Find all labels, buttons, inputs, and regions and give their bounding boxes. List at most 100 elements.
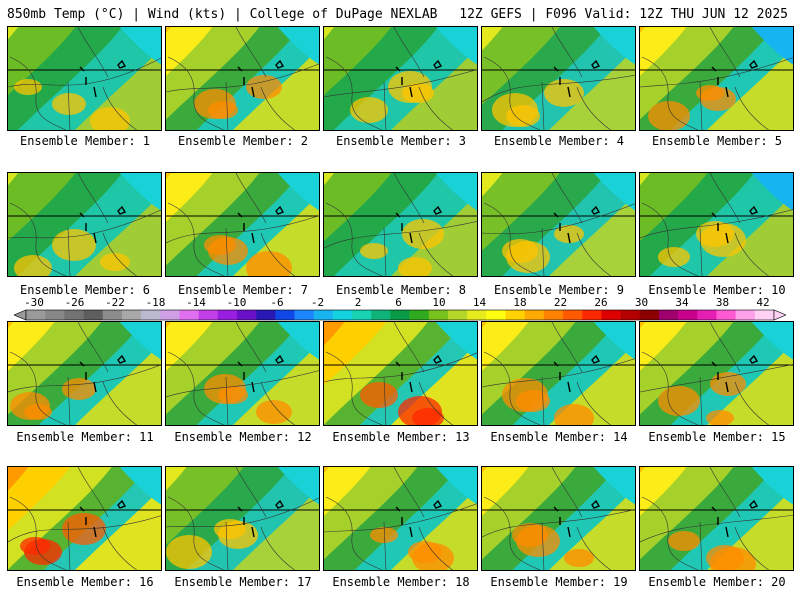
colorbar-swatch: [198, 310, 219, 320]
colorbar-swatch: [486, 310, 506, 320]
colorbar-swatch: [582, 310, 602, 320]
colorbar-swatch: [735, 310, 756, 320]
temperature-band: [640, 322, 645, 329]
temperature-band: [8, 322, 55, 371]
state-boundaries: [9, 27, 138, 130]
warm-pocket: [408, 541, 442, 563]
ensemble-member-label: Ensemble Member: 4: [493, 134, 625, 148]
colorbar-tick-label: 18: [513, 296, 527, 309]
temperature-band: [640, 173, 651, 186]
temperature-field: [8, 173, 161, 276]
ensemble-member-map: [165, 321, 320, 426]
warm-pocket: [214, 519, 246, 539]
colorbar-tick-label: -18: [145, 296, 166, 309]
colorbar-tick-label: 26: [594, 296, 608, 309]
contour-line: [482, 358, 635, 388]
warm-pocket: [166, 535, 212, 569]
warm-pocket: [502, 239, 538, 263]
temperature-band: [324, 467, 371, 516]
colorbar-swatch: [141, 310, 161, 320]
state-boundaries: [325, 467, 454, 570]
warm-pocket: [62, 378, 96, 400]
state-boundaries: [167, 467, 296, 570]
warm-pocket: [544, 79, 584, 107]
wind-barbs: [79, 499, 127, 538]
contour-line: [482, 75, 635, 103]
cold-region: [119, 27, 161, 65]
temperature-field: [482, 467, 635, 570]
ensemble-member-map: [639, 26, 794, 131]
temperature-band: [640, 27, 687, 76]
run-valid-time: 12Z GEFS | F096 Valid: 12Z THU JUN 12 20…: [459, 7, 788, 22]
warm-pocket: [360, 382, 398, 408]
ensemble-member-label: Ensemble Member: 20: [648, 575, 786, 589]
temperature-band: [166, 322, 213, 371]
temperature-field: [166, 322, 319, 425]
warm-pocket: [204, 374, 246, 404]
contour-line: [482, 509, 635, 538]
contour-line: [8, 364, 161, 393]
ensemble-member-label: Ensemble Member: 19: [490, 575, 628, 589]
cold-region: [277, 173, 319, 211]
temperature-band: [8, 322, 13, 329]
state-boundaries: [641, 467, 770, 570]
ensemble-member-label: Ensemble Member: 14: [490, 430, 628, 444]
temperature-field: [8, 27, 161, 130]
colorbar-tick-label: 10: [432, 296, 446, 309]
wind-barbs: [395, 59, 443, 98]
temperature-band: [8, 467, 71, 531]
wind-barbs: [237, 354, 285, 393]
contour-line: [324, 69, 477, 98]
temperature-band: [324, 27, 335, 40]
ensemble-member-map: [165, 466, 320, 571]
cold-region: [435, 467, 477, 505]
warm-pocket: [90, 107, 130, 130]
wind-barbs: [553, 354, 601, 393]
cold-region: [751, 322, 793, 360]
temperature-field: [640, 467, 793, 570]
wind-barbs: [711, 205, 759, 244]
colorbar-swatch: [160, 310, 180, 320]
cold-region: [593, 173, 635, 211]
temperature-band: [8, 27, 19, 40]
temperature-band: [8, 173, 19, 186]
warm-pocket: [706, 545, 744, 570]
contour-line: [324, 221, 477, 249]
ensemble-member-map: [639, 466, 794, 571]
colorbar-swatch: [754, 310, 775, 320]
colorbar-swatch: [332, 310, 353, 320]
ensemble-member-map: [481, 26, 636, 131]
warm-pocket: [194, 89, 236, 119]
warm-pocket: [14, 255, 52, 276]
wind-barbs: [553, 59, 601, 98]
state-boundaries: [167, 27, 296, 130]
state-boundaries: [9, 322, 138, 425]
temperature-field: [324, 322, 477, 425]
cold-region: [593, 27, 635, 65]
temperature-band: [324, 173, 335, 186]
colorbar-tick-label: 22: [553, 296, 568, 309]
wind-barbs: [553, 499, 601, 538]
contour-line: [8, 57, 161, 88]
ensemble-member-map: [323, 26, 478, 131]
temperature-band: [482, 27, 503, 51]
warm-pocket: [398, 257, 432, 276]
warm-pocket: [14, 79, 42, 95]
colorbar-swatch: [45, 310, 65, 320]
temperature-band: [166, 467, 244, 545]
state-boundaries: [641, 173, 770, 276]
temperature-band: [8, 467, 29, 491]
cold-region: [119, 322, 161, 360]
ensemble-member-label: Ensemble Member: 15: [648, 430, 786, 444]
warm-pocket: [350, 97, 388, 123]
temperature-colorbar: [14, 309, 786, 321]
wind-barbs: [395, 354, 443, 393]
colorbar-swatch: [371, 310, 391, 320]
state-boundaries: [325, 322, 454, 425]
state-boundaries: [325, 173, 454, 276]
temperature-field: [482, 173, 635, 276]
temperature-field: [166, 27, 319, 130]
wind-barbs: [711, 499, 759, 538]
ensemble-member-label: Ensemble Member: 7: [177, 283, 309, 297]
colorbar-swatch: [121, 310, 142, 320]
